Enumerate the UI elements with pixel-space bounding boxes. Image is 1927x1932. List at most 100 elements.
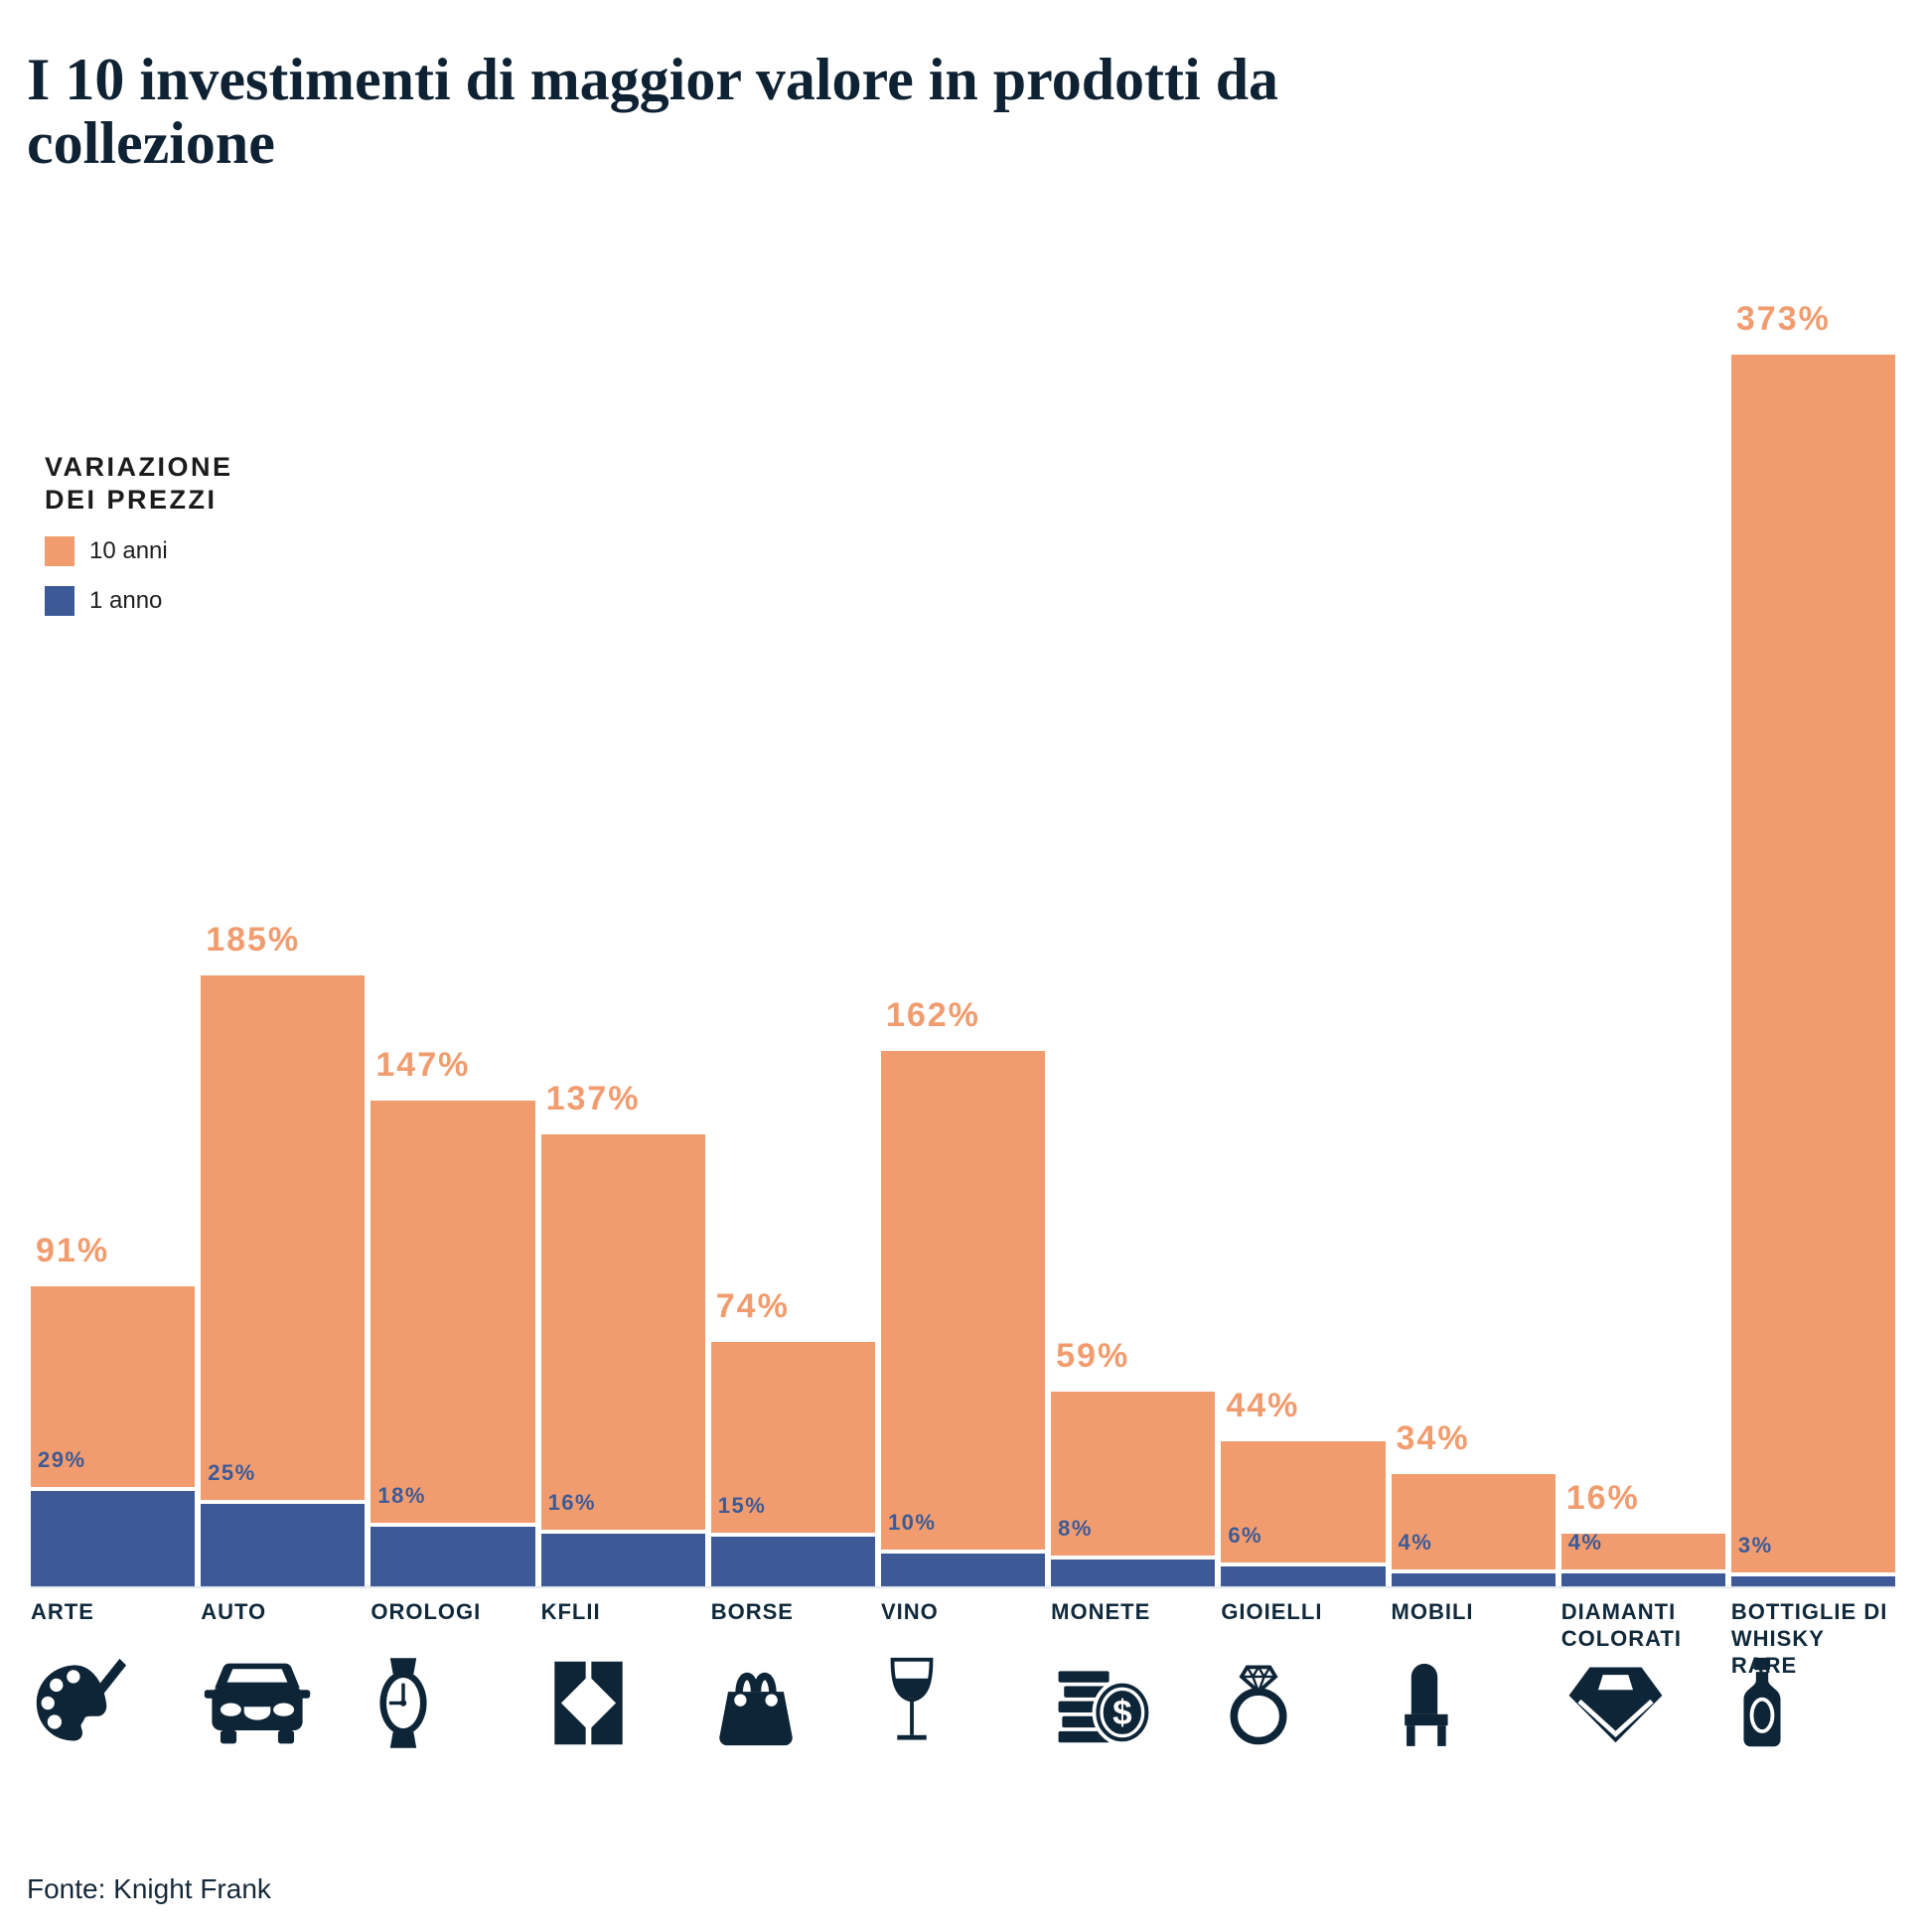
handbag-icon: [711, 1656, 875, 1753]
bar-area: 185% 25%: [201, 355, 366, 1586]
bar-1-anno: [31, 1486, 196, 1586]
legend: VARIAZIONE DEI PREZZI 10 anni 1 anno: [45, 451, 233, 616]
bar-1-anno: [1560, 1568, 1725, 1586]
legend-item-1-anno: 1 anno: [45, 586, 233, 616]
value-label-10-anni: 44%: [1226, 1386, 1300, 1424]
bar-10-anni: [1391, 1474, 1556, 1586]
bar-column: 59% 8% MONETE $: [1051, 355, 1216, 1753]
category-label: DIAMANTI COLORATI: [1560, 1599, 1682, 1651]
whisky-bottle-icon: [1731, 1656, 1895, 1753]
bar-column: 16% 4% DIAMANTI COLORATI: [1560, 355, 1725, 1753]
category-label: MONETE: [1051, 1599, 1151, 1624]
bar-area: 16% 4%: [1560, 355, 1725, 1586]
legend-title: VARIAZIONE DEI PREZZI: [45, 451, 233, 517]
category-label: ARTE: [31, 1599, 94, 1624]
legend-label-10-anni: 10 anni: [89, 537, 168, 564]
value-label-10-anni: 162%: [885, 996, 980, 1035]
legend-swatch-10-anni: [45, 536, 74, 566]
bar-10-anni: [1051, 1391, 1216, 1586]
bar-area: 74% 15%: [710, 355, 875, 1586]
value-label-10-anni: 34%: [1396, 1419, 1470, 1457]
car-icon: [201, 1656, 365, 1753]
category-label: KFLII: [540, 1599, 601, 1624]
bar-10-anni: [540, 1133, 705, 1586]
value-label-1-anno: 18%: [377, 1483, 426, 1509]
bar-area: 34% 4%: [1391, 355, 1556, 1586]
svg-text:$: $: [1112, 1694, 1131, 1732]
bar-10-anni: [1730, 355, 1896, 1586]
page-title: I 10 investimenti di maggior valore in p…: [27, 48, 1537, 175]
value-label-1-anno: 4%: [1398, 1529, 1433, 1555]
value-label-1-anno: 25%: [208, 1459, 256, 1485]
value-label-1-anno: 29%: [38, 1446, 86, 1472]
category-label: AUTO: [201, 1599, 267, 1624]
legend-title-line2: DEI PREZZI: [45, 485, 218, 515]
bar-1-anno: [201, 1499, 366, 1586]
bar-column: 147% 18% OROLOGI: [371, 355, 535, 1753]
value-label-10-anni: 74%: [715, 1287, 790, 1325]
bar-area: 59% 8%: [1051, 355, 1216, 1586]
category-label: OROLOGI: [371, 1599, 482, 1624]
bar-area: 162% 10%: [880, 355, 1046, 1586]
bar-column: 137% 16% KFLII: [540, 355, 705, 1753]
bar-1-anno: [710, 1533, 875, 1586]
coins-icon: $: [1051, 1656, 1215, 1753]
bar-1-anno: [1391, 1568, 1556, 1586]
value-label-10-anni: 137%: [545, 1079, 641, 1117]
category-label: GIOIELLI: [1221, 1599, 1323, 1624]
bar-1-anno: [1051, 1556, 1216, 1586]
legend-item-10-anni: 10 anni: [45, 536, 233, 566]
bar-1-anno: [1730, 1572, 1896, 1586]
bar-column: 34% 4% MOBILI: [1391, 355, 1556, 1753]
category-label: BOTTIGLIE DI WHISKY RARE: [1730, 1599, 1888, 1678]
bar-columns: 91% 29% ARTE 185% 25% AUTO 147% 18% OROLOGI 13…: [31, 300, 1896, 1753]
category-label: BORSE: [710, 1599, 794, 1624]
category-label: VINO: [880, 1599, 939, 1624]
bar-column: 162% 10% VINO: [880, 355, 1046, 1753]
category-label: MOBILI: [1391, 1599, 1474, 1624]
bar-column: 373% 3% BOTTIGLIE DI WHISKY RARE: [1730, 300, 1896, 1753]
bar-column: 185% 25% AUTO: [201, 355, 366, 1753]
value-label-10-anni: 59%: [1056, 1336, 1130, 1375]
value-label-10-anni: 185%: [206, 921, 301, 959]
bar-area: 147% 18%: [371, 355, 535, 1586]
kflii-logo-icon: [541, 1656, 705, 1753]
legend-title-line1: VARIAZIONE: [45, 452, 233, 482]
value-label-10-anni: 147%: [375, 1046, 471, 1085]
value-label-1-anno: 10%: [887, 1509, 937, 1535]
page-title-line2: collezione: [27, 110, 275, 177]
chair-icon: [1392, 1656, 1556, 1753]
bar-column: 74% 15% BORSE: [710, 355, 875, 1753]
bar-column: 44% 6% GIOIELLI: [1221, 355, 1386, 1753]
x-axis-baseline: [31, 1586, 1895, 1588]
source-note: Fonte: Knight Frank: [27, 1873, 271, 1904]
value-label-1-anno: 3%: [1737, 1533, 1773, 1558]
value-label-1-anno: 6%: [1228, 1523, 1263, 1549]
legend-swatch-1-anno: [45, 586, 74, 616]
bar-10-anni: [371, 1101, 535, 1586]
palette-icon: [31, 1656, 195, 1753]
value-label-10-anni: 91%: [36, 1231, 110, 1269]
value-label-10-anni: 16%: [1565, 1478, 1640, 1517]
bar-chart: 91% 29% ARTE 185% 25% AUTO 147% 18% OROLOGI 13…: [31, 300, 1896, 1753]
bar-1-anno: [880, 1549, 1046, 1586]
diamond-icon: [1561, 1656, 1725, 1753]
bar-1-anno: [540, 1529, 705, 1586]
bar-10-anni: [201, 975, 366, 1586]
bar-area: 91% 29%: [31, 355, 196, 1586]
bar-1-anno: [1221, 1562, 1386, 1586]
bar-area: 373% 3%: [1730, 300, 1896, 1586]
bar-area: 137% 16%: [540, 355, 705, 1586]
value-label-1-anno: 4%: [1567, 1529, 1603, 1555]
bar-10-anni: [880, 1051, 1046, 1586]
legend-label-1-anno: 1 anno: [89, 587, 163, 614]
bar-1-anno: [371, 1523, 535, 1586]
wine-glass-icon: [881, 1656, 1045, 1753]
bar-area: 44% 6%: [1221, 355, 1386, 1586]
bar-10-anni: [1221, 1440, 1386, 1586]
value-label-1-anno: 15%: [717, 1493, 767, 1519]
ring-icon: [1221, 1656, 1385, 1753]
wristwatch-icon: [371, 1656, 534, 1753]
value-label-10-anni: 373%: [1735, 300, 1831, 338]
